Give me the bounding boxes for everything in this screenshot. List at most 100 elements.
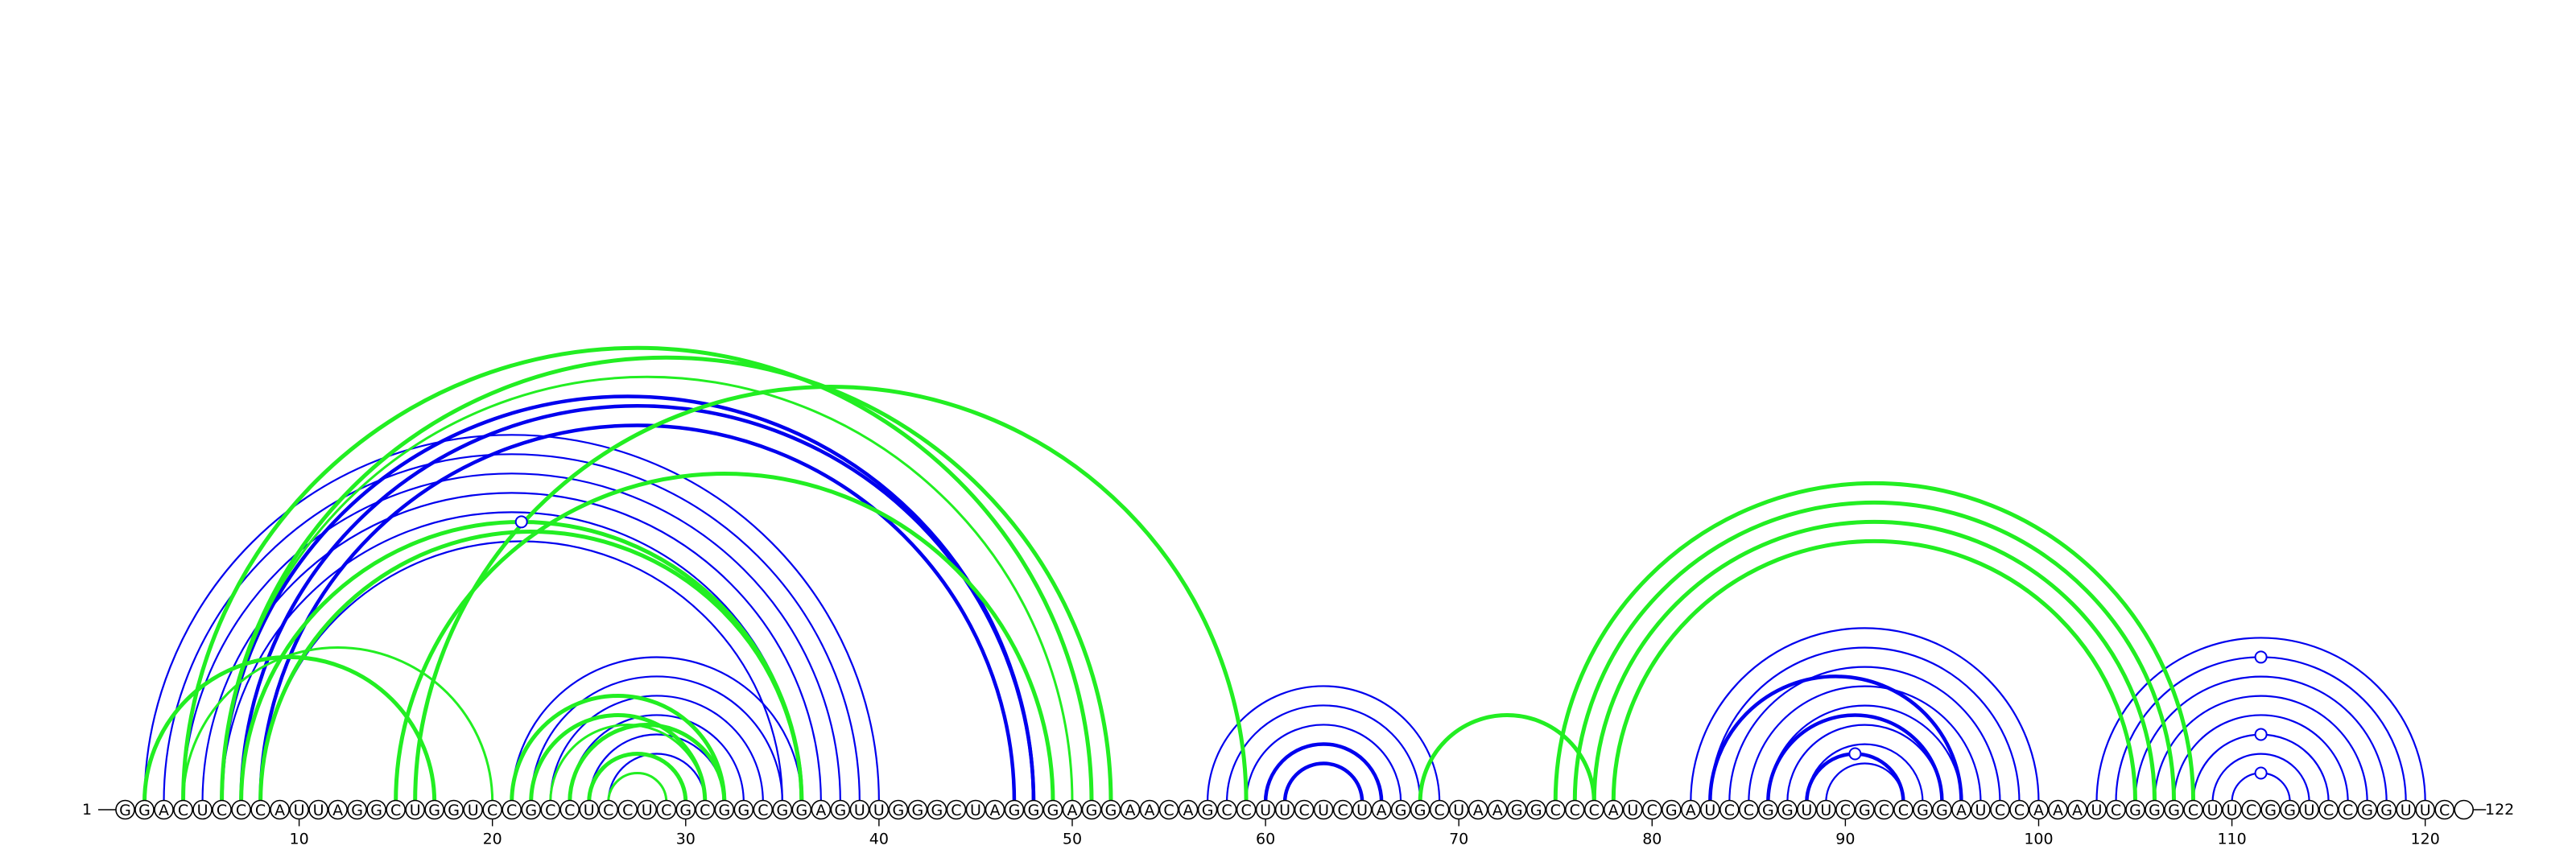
nucleotide-circle: [347, 799, 367, 820]
nucleotide-letter: C: [1647, 802, 1657, 819]
nucleotide-circle: [1100, 799, 1121, 820]
nucleotide-letter: U: [1318, 802, 1329, 819]
nucleotide-circle: [1004, 799, 1025, 820]
base-pair-arc-green-bold: [529, 712, 708, 802]
nucleotide-letter: U: [1975, 802, 1986, 819]
nucleotide-circle: [1294, 799, 1315, 820]
nucleotide: G: [1100, 799, 1121, 820]
nucleotide-circle: [888, 799, 909, 820]
nucleotide-circle: [1313, 799, 1334, 820]
nucleotide-letter: G: [1395, 802, 1407, 819]
nucleotide-letter: C: [2014, 802, 2025, 819]
tick-label: 90: [1835, 831, 1855, 848]
nucleotide-letter: A: [1492, 802, 1503, 819]
nucleotide: A: [1178, 799, 1199, 820]
nucleotide-letter: G: [138, 802, 151, 819]
nucleotide: C: [1545, 799, 1566, 820]
base-pair-arc-blue: [549, 695, 764, 802]
nucleotide: U: [2202, 799, 2223, 820]
base-pair-arc-green-bold: [1572, 500, 2177, 802]
nucleotide-circle: [366, 799, 386, 820]
nucleotide: G: [714, 799, 735, 820]
nucleotide-letter: G: [1762, 802, 1774, 819]
nucleotide-circle: [1777, 799, 1798, 820]
nucleotide-letter: U: [1820, 802, 1831, 819]
nucleotide-letter: C: [1298, 802, 1309, 819]
nucleotide-circle: [2125, 799, 2145, 820]
nucleotide: U: [1622, 799, 1643, 820]
nucleotide-letter: G: [1028, 802, 1040, 819]
nucleotide: U: [2087, 799, 2107, 820]
nucleotide: C: [656, 799, 677, 820]
nucleotide: C: [1216, 799, 1237, 820]
nucleotide: C: [1739, 799, 1759, 820]
nucleotide: G: [366, 799, 386, 820]
nucleotide: A: [1139, 799, 1160, 820]
nucleotide: G: [2164, 799, 2184, 820]
base-pair-arc-blue-bold: [1766, 713, 1944, 802]
base-pair-arc-blue: [607, 753, 706, 802]
nucleotide-circle: [1487, 799, 1508, 820]
nucleotide-circle: [405, 799, 425, 820]
nucleotide-circle: [1583, 799, 1604, 820]
nucleotide-letter: G: [119, 802, 131, 819]
nucleotide-circle: [521, 799, 542, 820]
nucleotide-letter: C: [1241, 802, 1251, 819]
nucleotide-circle: [328, 799, 348, 820]
nucleotide: U: [1352, 799, 1373, 820]
base-pair-arc-green-bold: [1418, 712, 1596, 802]
nucleotide-letter: U: [2304, 802, 2315, 819]
nucleotide: A: [154, 799, 174, 820]
nucleotide: G: [830, 799, 851, 820]
nucleotide-letter: U: [1260, 802, 1271, 819]
nucleotide: U: [1971, 799, 1991, 820]
nucleotide: U: [869, 799, 890, 820]
nucleotide-circle: [1739, 799, 1759, 820]
nucleotide: C: [695, 799, 716, 820]
base-pair-arc-green-bold: [220, 355, 1113, 802]
nucleotide: C: [250, 799, 270, 820]
nucleotide-letter: C: [1879, 802, 1889, 819]
base-pair-arc-green: [221, 375, 1074, 802]
nucleotide-letter: C: [506, 802, 517, 819]
nucleotide: U: [849, 799, 870, 820]
nucleotide: C: [173, 799, 193, 820]
nucleotide-circle: [2145, 799, 2165, 820]
nucleotide-circle: [1932, 799, 1952, 820]
nucleotide-circle: [231, 799, 251, 820]
base-pair-arc-green-bold: [1611, 538, 2138, 802]
nucleotide-letter: U: [970, 802, 981, 819]
nucleotide-circle: [1951, 799, 1971, 820]
nucleotide-letter: U: [854, 802, 865, 819]
nucleotide-circle: [250, 799, 270, 820]
nucleotide: G: [521, 799, 542, 820]
nucleotide-circle: [386, 799, 406, 820]
nucleotide-letter: C: [2343, 802, 2353, 819]
nucleotide-letter: A: [815, 802, 826, 819]
nucleotide-letter: G: [679, 802, 691, 819]
nucleotide-circle: [579, 799, 600, 820]
nucleotide: C: [2338, 799, 2358, 820]
nucleotide: G: [424, 799, 444, 820]
nucleotide-circle: [1797, 799, 1817, 820]
nucleotide-circle: [1197, 799, 1218, 820]
base-pair-arc-blue: [510, 656, 803, 802]
base-pair-arc-blue-bold: [258, 423, 1017, 802]
nucleotide: C: [540, 799, 561, 820]
nucleotide: A: [1468, 799, 1488, 820]
nucleotide-letter: A: [159, 802, 169, 819]
nucleotide-circle: [791, 799, 812, 820]
nucleotide-letter: C: [564, 802, 575, 819]
nucleotide-letter: G: [2168, 802, 2180, 819]
nucleotide-circle: [1990, 799, 2010, 820]
nucleotide-letter: U: [468, 802, 479, 819]
nucleotide: C: [386, 799, 406, 820]
nucleotide: G: [1525, 799, 1546, 820]
nucleotide: A: [270, 799, 290, 820]
nucleotide-circle: [1662, 799, 1682, 820]
nucleotide-letter: G: [718, 802, 730, 819]
nucleotide: A: [1120, 799, 1141, 820]
tick-label: 60: [1256, 831, 1275, 848]
nucleotide-circle: [1681, 799, 1701, 820]
